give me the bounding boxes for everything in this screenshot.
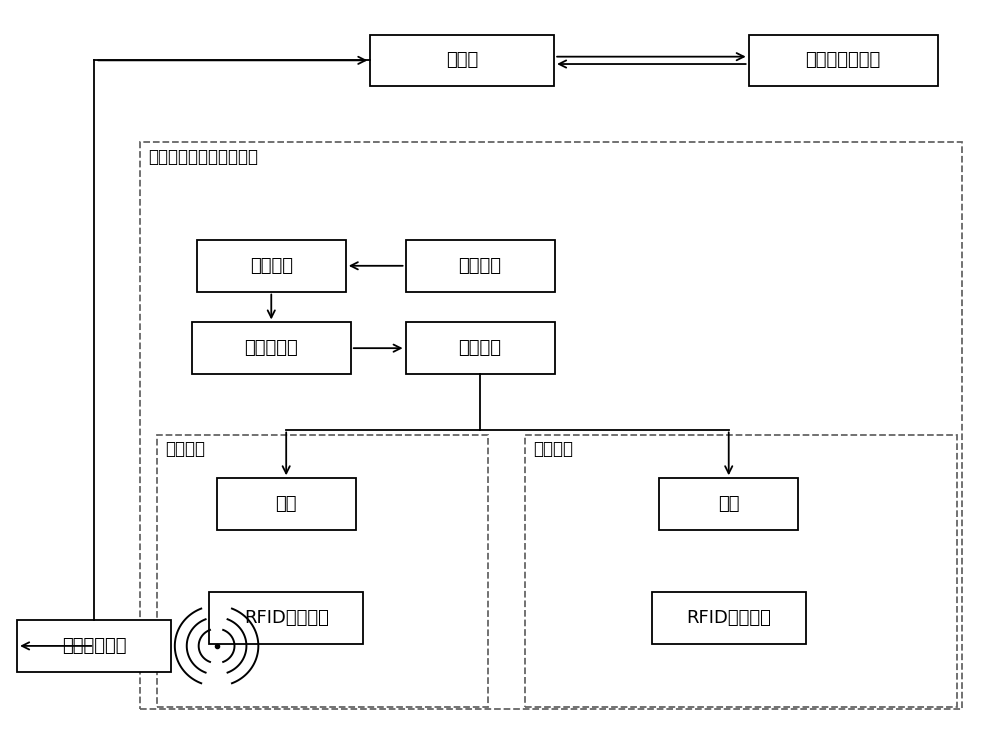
- FancyBboxPatch shape: [659, 478, 798, 530]
- Text: 智能医疗废物分类存放箱: 智能医疗废物分类存放箱: [148, 147, 258, 165]
- Text: 分类箱体: 分类箱体: [165, 440, 205, 459]
- FancyBboxPatch shape: [652, 592, 806, 644]
- FancyBboxPatch shape: [406, 322, 555, 374]
- FancyBboxPatch shape: [370, 35, 554, 86]
- Text: 语音输入: 语音输入: [459, 257, 502, 275]
- Text: 医疗废物处理方: 医疗废物处理方: [805, 51, 881, 70]
- Text: RFID识别标签: RFID识别标签: [244, 609, 329, 627]
- Text: 语音识别: 语音识别: [250, 257, 293, 275]
- Text: 控制: 控制: [718, 495, 739, 513]
- FancyBboxPatch shape: [17, 620, 171, 672]
- Text: 服务器: 服务器: [446, 51, 478, 70]
- FancyBboxPatch shape: [209, 592, 363, 644]
- Text: RFID识别标签: RFID识别标签: [686, 609, 771, 627]
- FancyBboxPatch shape: [217, 478, 356, 530]
- Text: 清运人员终端: 清运人员终端: [62, 637, 127, 655]
- Text: 执行控制: 执行控制: [459, 339, 502, 357]
- FancyBboxPatch shape: [192, 322, 351, 374]
- Text: 控制: 控制: [275, 495, 297, 513]
- FancyBboxPatch shape: [197, 240, 346, 292]
- FancyBboxPatch shape: [749, 35, 938, 86]
- FancyBboxPatch shape: [406, 240, 555, 292]
- Text: 分类箱体: 分类箱体: [533, 440, 573, 459]
- Text: 语意分类器: 语意分类器: [244, 339, 298, 357]
